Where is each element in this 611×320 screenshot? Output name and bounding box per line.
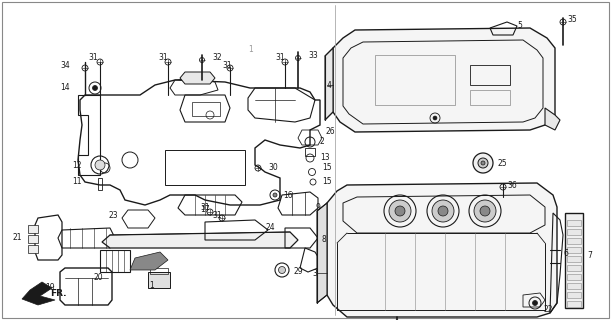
Bar	[192, 102, 220, 116]
Polygon shape	[327, 183, 557, 317]
Bar	[567, 265, 581, 271]
Text: 12: 12	[73, 161, 82, 170]
Bar	[567, 256, 581, 262]
Text: 32: 32	[212, 53, 222, 62]
Text: 31: 31	[88, 53, 98, 62]
Bar	[148, 272, 170, 288]
Text: 1: 1	[150, 281, 155, 290]
Text: 8: 8	[322, 236, 327, 244]
Bar	[150, 268, 168, 274]
Text: 1: 1	[248, 45, 253, 54]
Bar	[567, 283, 581, 289]
Bar	[98, 178, 102, 190]
Polygon shape	[28, 245, 38, 253]
Bar	[567, 220, 581, 226]
Text: 31: 31	[275, 53, 285, 62]
Circle shape	[438, 206, 448, 216]
Bar	[470, 65, 510, 85]
Text: 34: 34	[60, 60, 70, 69]
Text: 31: 31	[158, 53, 167, 62]
Bar	[567, 292, 581, 298]
Polygon shape	[28, 235, 38, 243]
Text: 7: 7	[587, 251, 592, 260]
Text: 29: 29	[293, 268, 302, 276]
Text: 22: 22	[543, 306, 552, 315]
Text: 26: 26	[325, 127, 335, 137]
Bar	[165, 150, 245, 185]
Circle shape	[273, 193, 277, 197]
Circle shape	[433, 116, 437, 120]
Text: 2: 2	[320, 138, 325, 147]
Text: 15: 15	[322, 164, 332, 172]
Polygon shape	[102, 232, 298, 248]
Text: FR.: FR.	[50, 289, 67, 298]
Bar	[567, 247, 581, 253]
Text: 16: 16	[283, 190, 293, 199]
Bar	[567, 301, 581, 307]
Circle shape	[533, 300, 538, 306]
Circle shape	[279, 267, 285, 274]
Polygon shape	[28, 225, 38, 233]
Bar	[565, 213, 583, 308]
Text: 36: 36	[507, 180, 517, 189]
Bar	[305, 148, 315, 156]
Circle shape	[474, 200, 496, 222]
Text: 3: 3	[312, 268, 317, 277]
Text: 20: 20	[93, 274, 103, 283]
Bar	[375, 55, 455, 105]
Polygon shape	[22, 282, 55, 305]
Text: 35: 35	[567, 15, 577, 25]
Bar	[567, 238, 581, 244]
Bar	[567, 229, 581, 235]
Text: 9: 9	[315, 204, 320, 212]
Text: 31: 31	[200, 204, 210, 212]
Text: 11: 11	[73, 178, 82, 187]
Text: 15: 15	[322, 178, 332, 187]
Circle shape	[432, 200, 454, 222]
Bar	[470, 90, 510, 105]
Text: 17: 17	[200, 205, 210, 214]
Circle shape	[395, 206, 405, 216]
Text: 14: 14	[60, 84, 70, 92]
Text: 31: 31	[222, 60, 232, 69]
Circle shape	[478, 158, 488, 168]
Text: 25: 25	[497, 158, 507, 167]
Text: 21: 21	[12, 234, 22, 243]
Polygon shape	[130, 252, 168, 270]
Polygon shape	[325, 48, 333, 120]
Bar	[567, 274, 581, 280]
Circle shape	[95, 160, 105, 170]
Circle shape	[389, 200, 411, 222]
Text: 13: 13	[320, 154, 329, 163]
Text: 19: 19	[45, 284, 55, 292]
Circle shape	[480, 206, 490, 216]
Text: 4: 4	[327, 81, 332, 90]
Text: 30: 30	[268, 164, 278, 172]
Circle shape	[481, 161, 485, 165]
Polygon shape	[180, 72, 215, 84]
Text: 6: 6	[563, 249, 568, 258]
Text: 33: 33	[308, 51, 318, 60]
Circle shape	[92, 85, 98, 91]
Text: 24: 24	[265, 223, 274, 233]
Polygon shape	[317, 203, 327, 303]
Polygon shape	[333, 28, 555, 132]
Text: 31: 31	[212, 211, 222, 220]
Circle shape	[473, 153, 493, 173]
Polygon shape	[545, 108, 560, 130]
Text: 5: 5	[517, 20, 522, 29]
Text: 23: 23	[108, 211, 118, 220]
Bar	[100, 250, 130, 272]
